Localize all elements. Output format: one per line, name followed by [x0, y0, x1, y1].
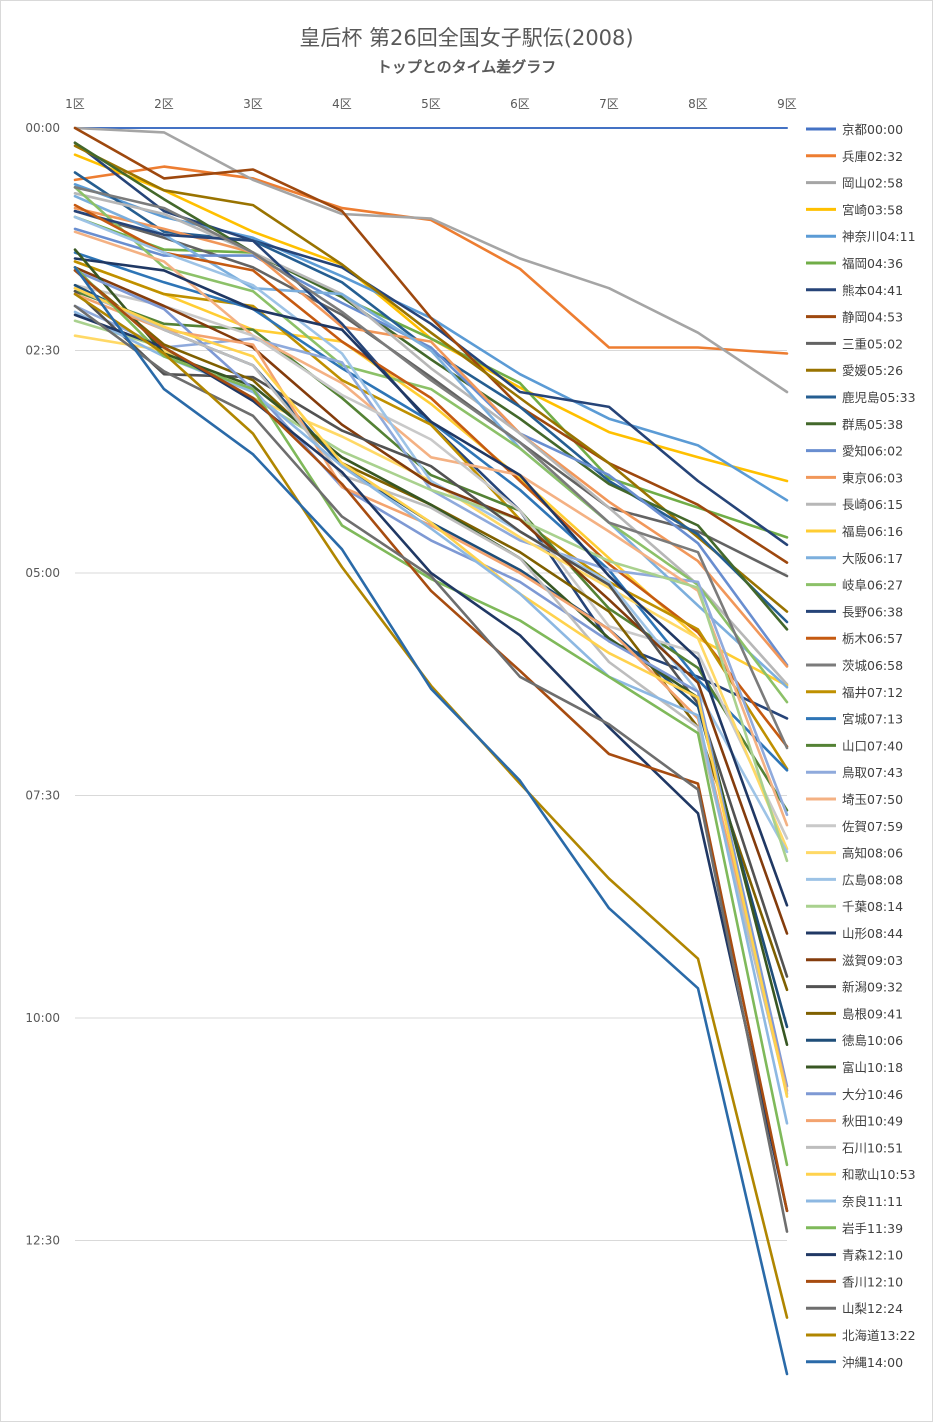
series-line [73, 266, 789, 935]
legend-label: 滋賀09:03 [842, 953, 903, 968]
series-line [73, 141, 789, 631]
legend-label: 宮城07:13 [842, 712, 903, 727]
series-line [73, 126, 789, 564]
y-tick-label: 10:00 [25, 1011, 60, 1025]
legend-label: 茨城06:58 [842, 658, 903, 673]
y-tick-label: 02:30 [25, 344, 60, 358]
series-line [73, 186, 789, 750]
legend-label: 岐阜06:27 [842, 578, 903, 593]
legend-label: 千葉08:14 [842, 899, 903, 914]
y-tick-label: 07:30 [25, 789, 60, 803]
series-line [73, 304, 789, 1233]
legend-label: 福井07:12 [842, 685, 903, 700]
legend-label: 神奈川04:11 [842, 229, 916, 244]
series-line [73, 266, 789, 1167]
series-line [73, 286, 789, 1098]
legend-label: 愛知06:02 [842, 444, 903, 459]
series-line [73, 304, 789, 817]
legend-label: 三重05:02 [842, 336, 903, 351]
legend-label: 島根09:41 [842, 1006, 903, 1021]
x-tick-label: 7区 [599, 97, 619, 111]
series-line [73, 289, 789, 812]
series-line [73, 186, 789, 704]
legend-label: 埼玉07:50 [842, 792, 903, 807]
legend-label: 宮崎03:58 [842, 202, 903, 217]
series-line [73, 269, 789, 1213]
series-line [73, 257, 789, 907]
series-line [73, 286, 789, 1095]
series-line [73, 165, 789, 355]
legend-label: 長崎06:15 [842, 497, 903, 512]
series-line [73, 192, 789, 686]
legend-label: 愛媛05:26 [842, 363, 903, 378]
legend-label: 熊本04:41 [842, 283, 903, 298]
x-tick-label: 6区 [510, 97, 530, 111]
legend-label: 青森12:10 [842, 1248, 903, 1263]
legend-label: 広島08:08 [842, 872, 903, 887]
series-lines [73, 126, 789, 1376]
legend-label: 和歌山10:53 [842, 1167, 916, 1182]
series-line [73, 215, 789, 539]
legend-label: 佐賀07:59 [842, 819, 903, 834]
series-line [73, 194, 789, 689]
series-line [73, 203, 789, 748]
series-line [73, 266, 789, 1376]
series-line [73, 283, 789, 840]
series-line [73, 260, 789, 688]
x-tick-label: 5区 [421, 97, 441, 111]
legend-label: 岩手11:39 [842, 1221, 903, 1236]
series-line [73, 289, 789, 978]
legend-label: 鹿児島05:33 [842, 390, 916, 405]
x-tick-label: 2区 [154, 97, 174, 111]
legend-label: 山口07:40 [842, 738, 903, 753]
legend-label: 石川10:51 [842, 1140, 903, 1155]
legend-label: 沖縄14:00 [842, 1355, 903, 1370]
chart-title: 皇后杯 第26回全国女子駅伝(2008) [299, 26, 634, 50]
series-line [73, 292, 789, 1319]
x-tick-label: 1区 [65, 97, 85, 111]
legend-label: 秋田10:49 [842, 1114, 903, 1129]
legend-label: 大分10:46 [842, 1087, 903, 1102]
legend-label: 山梨12:24 [842, 1301, 903, 1316]
series-line [73, 313, 789, 1213]
legend-label: 鳥取07:43 [842, 765, 903, 780]
legend-label: 徳島10:06 [842, 1033, 903, 1048]
legend-label: 福岡04:36 [842, 256, 903, 271]
legend-label: 京都00:00 [842, 122, 903, 137]
legend-label: 北海道13:22 [842, 1328, 916, 1343]
legend-label: 香川12:10 [842, 1274, 903, 1289]
legend-label: 長野06:38 [842, 604, 903, 619]
x-tick-label: 9区 [777, 97, 797, 111]
legend-label: 大阪06:17 [842, 551, 903, 566]
y-tick-label: 00:00 [25, 121, 60, 135]
legend-label: 岡山02:58 [842, 176, 903, 191]
x-tick-label: 8区 [688, 97, 708, 111]
legend: 京都00:00 兵庫02:32 岡山02:58 宮崎03:58 神奈川04:11 福岡04… [806, 122, 916, 1370]
legend-label: 群馬05:38 [842, 417, 903, 432]
x-tick-label: 4区 [332, 97, 352, 111]
legend-label: 東京06:03 [842, 470, 903, 485]
series-line [73, 141, 789, 547]
x-tick-label: 3区 [243, 97, 263, 111]
legend-label: 静岡04:53 [842, 310, 903, 325]
series-line [73, 310, 789, 1125]
legend-label: 山形08:44 [842, 926, 903, 941]
legend-label: 兵庫02:32 [842, 149, 903, 164]
series-line [73, 126, 789, 394]
series-line [73, 260, 789, 771]
series-line [73, 227, 789, 667]
legend-label: 富山10:18 [842, 1060, 903, 1075]
legend-label: 栃木06:57 [842, 631, 903, 646]
y-tick-label: 05:00 [25, 566, 60, 580]
legend-label: 福島06:16 [842, 524, 903, 539]
series-line [73, 230, 789, 827]
legend-label: 新潟09:32 [842, 980, 903, 995]
legend-label: 高知08:06 [842, 846, 903, 861]
series-line [73, 292, 789, 1092]
legend-label: 奈良11:11 [842, 1194, 903, 1209]
y-tick-label: 12:30 [25, 1234, 60, 1248]
chart-subtitle: トップとのタイム差グラフ [376, 58, 557, 76]
series-line [73, 209, 789, 578]
